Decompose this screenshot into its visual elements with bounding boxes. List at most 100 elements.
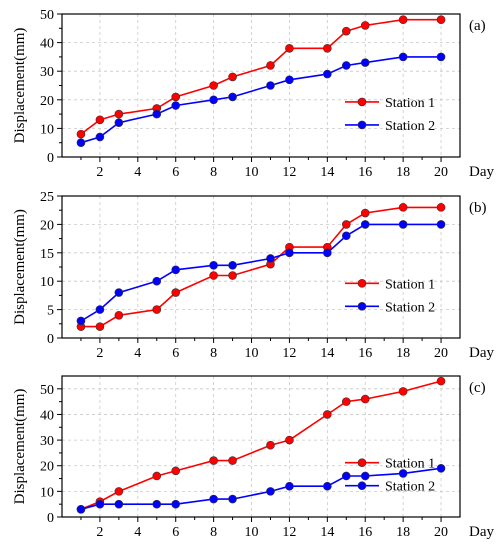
y-tick-label: 30 [40,65,54,80]
data-point-station-1 [266,61,275,70]
x-tick-label: 8 [210,525,217,540]
data-point-station-2 [171,265,181,275]
data-point-station-1 [171,92,181,102]
y-tick-label: 40 [40,408,54,423]
y-tick-label: 0 [47,332,54,347]
data-point-station-1 [209,81,218,90]
y-axis-title: Displacement(mm) [12,389,28,505]
data-point-station-2 [436,52,446,62]
legend-marker-station-1 [357,279,367,288]
data-point-station-1 [266,440,275,450]
data-point-station-1 [398,387,408,396]
data-point-station-2 [323,481,332,491]
data-point-station-2 [152,109,162,119]
x-tick-label: 14 [320,346,334,361]
x-tick-label: 8 [210,165,217,180]
data-point-station-2 [209,494,218,504]
x-tick-label: 20 [434,525,448,540]
x-tick-label: 2 [96,165,103,180]
data-point-station-1 [152,471,162,481]
x-tick-label: 18 [396,346,410,361]
data-point-station-2 [152,276,162,286]
y-tick-label: 10 [40,122,54,137]
data-point-station-2 [341,231,351,241]
data-point-station-2 [285,248,294,258]
x-tick-label: 4 [134,346,141,361]
data-point-station-2 [398,220,408,229]
x-tick-label: 14 [320,525,334,540]
data-point-station-2 [341,61,351,70]
data-point-station-2 [152,499,162,509]
y-tick-label: 0 [47,511,54,526]
data-point-station-2 [228,494,237,504]
data-point-station-1 [436,15,446,25]
x-tick-label: 2 [96,346,103,361]
plot-frame [61,13,461,158]
panel-label: (b) [469,200,487,216]
data-point-station-2 [95,499,105,509]
legend-marker-station-2 [357,302,367,311]
x-tick-label: 10 [245,346,259,361]
legend-marker-station-1 [357,458,367,468]
panel-label: (c) [469,380,486,396]
panel-3: 2 4 6 8 10 12 14 16 18 20 0 10 20 30 40 50 Displacement(… [12,375,494,540]
y-tick-label: 20 [40,218,54,233]
data-point-station-1 [228,456,237,465]
data-point-station-2 [285,481,294,491]
data-point-station-1 [323,410,332,419]
y-tick-label: 50 [40,383,54,398]
data-point-station-2 [171,499,181,509]
data-point-station-1 [114,109,124,119]
data-point-station-2 [209,95,218,105]
legend-marker-station-2 [357,481,367,491]
data-point-station-1 [341,397,351,406]
data-point-station-2 [323,69,332,79]
data-point-station-2 [341,471,351,481]
data-point-station-2 [114,288,124,297]
data-point-station-1 [152,305,162,314]
y-tick-label: 15 [40,247,54,262]
x-tick-label: 20 [434,165,448,180]
data-point-station-1 [228,72,237,82]
panel-1: 2 4 6 8 10 12 14 16 18 20 0 10 20 30 40 50 Displacement(… [12,8,494,180]
data-point-station-1 [398,15,408,25]
legend-label-station-1: Station 1 [385,277,435,292]
legend-label-station-1: Station 1 [385,96,435,111]
legend-marker-station-1 [357,97,367,107]
x-tick-label: 18 [396,525,410,540]
y-tick-label: 20 [40,94,54,109]
legend-marker-station-2 [357,120,367,130]
data-point-station-1 [341,26,351,36]
y-tick-label: 5 [47,304,54,319]
plot-frame [61,375,461,518]
data-point-station-1 [285,435,294,445]
data-point-station-1 [360,21,370,30]
data-point-station-2 [76,316,86,326]
data-point-station-2 [360,58,370,67]
data-point-station-2 [360,220,370,229]
data-point-station-2 [114,499,124,509]
data-point-station-1 [95,115,105,125]
x-tick-label: 2 [96,525,103,540]
x-tick-label: 6 [172,346,179,361]
data-point-station-2 [95,305,105,314]
data-point-station-2 [436,220,446,229]
data-point-station-2 [285,75,294,85]
x-tick-label: 6 [172,165,179,180]
series-line-station-1 [80,18,441,135]
legend-label-station-1: Station 1 [385,457,435,472]
x-axis-title: Day [469,164,494,180]
data-point-station-2 [266,81,275,90]
y-axis-title: Displacement(mm) [12,28,28,144]
data-point-station-2 [209,260,218,270]
data-point-station-2 [95,132,105,142]
y-tick-label: 0 [47,151,54,166]
data-point-station-2 [398,469,408,478]
data-point-station-2 [266,487,275,496]
data-point-station-2 [228,260,237,270]
y-axis-title: Displacement(mm) [12,209,28,325]
y-tick-label: 30 [40,434,54,449]
y-tick-label: 10 [40,275,54,290]
x-axis-title: Day [469,345,494,361]
data-point-station-2 [114,118,124,127]
